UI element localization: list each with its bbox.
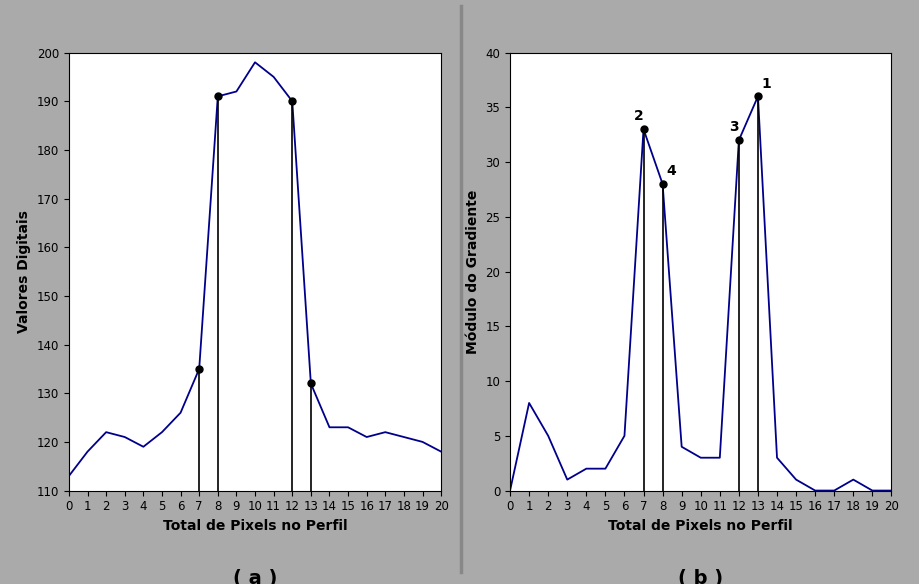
Y-axis label: Módulo do Gradiente: Módulo do Gradiente — [466, 189, 480, 354]
Text: 4: 4 — [666, 164, 676, 178]
X-axis label: Total de Pixels no Perfil: Total de Pixels no Perfil — [608, 519, 793, 533]
Text: 1: 1 — [762, 77, 772, 91]
Text: ( a ): ( a ) — [233, 569, 278, 584]
X-axis label: Total de Pixels no Perfil: Total de Pixels no Perfil — [163, 519, 347, 533]
Text: ( b ): ( b ) — [678, 569, 723, 584]
Text: 2: 2 — [634, 109, 643, 123]
Y-axis label: Valores Digitais: Valores Digitais — [17, 210, 31, 333]
Text: 3: 3 — [730, 120, 739, 134]
